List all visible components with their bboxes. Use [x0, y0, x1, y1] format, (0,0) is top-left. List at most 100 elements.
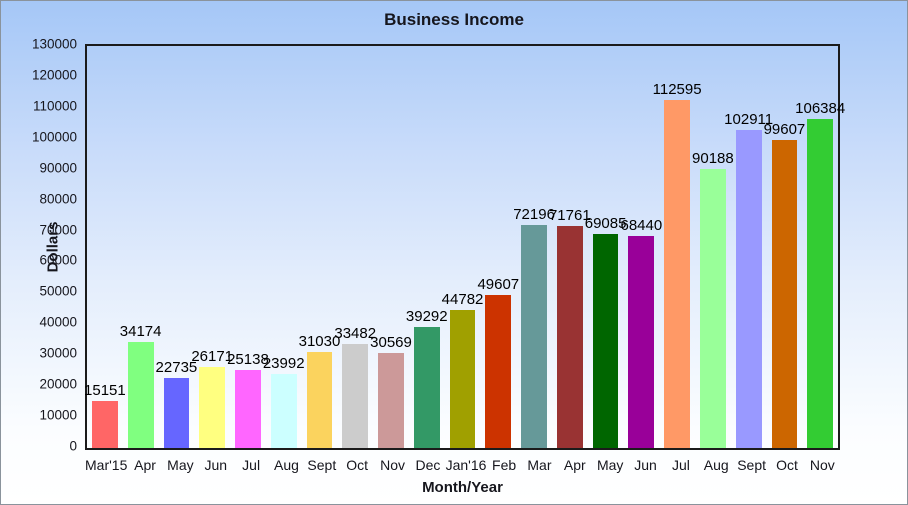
y-tick-label: 100000	[31, 129, 77, 145]
bar-value-label: 23992	[262, 354, 305, 372]
bar-value-label: 15151	[84, 382, 126, 400]
bar-slot: 26171	[191, 46, 234, 448]
bar-slot: 99607	[764, 46, 805, 448]
bar-slot: 22735	[156, 46, 197, 448]
x-tick-label: Nov	[809, 457, 835, 473]
y-axis-ticks: 0 10000 20000 30000 40000 50000 60000 70000 8000…	[1, 37, 77, 454]
bar-Jun	[199, 367, 226, 448]
bar-slot: 69085	[584, 46, 627, 448]
bar-May	[163, 377, 190, 448]
x-tick-label: Apr	[134, 457, 156, 473]
x-tick-label: Sept	[737, 457, 767, 473]
x-tick-label: Nov	[380, 457, 405, 473]
x-tick-label: Jan'16	[445, 457, 487, 473]
bar-slot: 102911	[724, 46, 773, 448]
bar-value-label: 71761	[548, 207, 591, 225]
bar-May	[592, 234, 619, 448]
x-tick-label: Jul	[242, 457, 261, 473]
y-tick-label: 80000	[39, 191, 77, 207]
bar-Sept	[306, 352, 333, 448]
bar-Nov	[807, 119, 834, 448]
x-tick-label: Feb	[492, 457, 517, 473]
x-tick-label: Dec	[415, 457, 441, 473]
bar-slot: 31030	[298, 46, 341, 448]
bar-slot: 33482	[334, 46, 377, 448]
bar-value-label: 26171	[191, 348, 234, 366]
bar-Feb	[485, 294, 512, 448]
bar-slot: 90188	[692, 46, 734, 448]
y-tick-label: 130000	[31, 36, 77, 52]
bar-Aug	[270, 373, 297, 448]
bar-Apr	[127, 342, 154, 448]
bar-value-label: 31030	[298, 333, 341, 351]
bar-Mar'15	[92, 401, 118, 448]
y-tick-label: 60000	[39, 252, 77, 268]
bar-value-label: 33482	[334, 325, 377, 343]
bar-Mar	[521, 224, 547, 448]
x-tick-label: Jun	[634, 457, 657, 473]
y-tick-label: 10000	[39, 407, 77, 423]
bar-value-label: 49607	[477, 275, 520, 293]
y-tick-label: 50000	[39, 283, 77, 299]
bar-slot: 71761	[548, 46, 591, 448]
bar-Aug	[700, 169, 726, 448]
x-tick-label: Mar	[527, 457, 552, 473]
bar-Nov	[378, 353, 404, 448]
y-tick-label: 70000	[39, 222, 77, 238]
bar-slot: 23992	[262, 46, 305, 448]
bar-slot: 44782	[441, 46, 484, 448]
bar-value-label: 69085	[584, 215, 627, 233]
bar-value-label: 112595	[652, 80, 702, 98]
bar-slot: 25138	[227, 46, 269, 448]
bar-Jun	[628, 236, 655, 448]
x-tick-label: Aug	[274, 457, 299, 473]
x-axis-ticks: Mar'15 Apr May Jun Jul Aug Sept Oct Nov Dec Jan'16…	[85, 457, 840, 473]
bar-value-label: 30569	[370, 334, 412, 352]
bar-value-label: 34174	[119, 323, 162, 341]
bar-slot: 39292	[405, 46, 448, 448]
bar-Oct	[342, 344, 369, 448]
bar-Sept	[735, 129, 762, 448]
y-tick-label: 120000	[31, 67, 77, 83]
y-tick-label: 0	[69, 438, 77, 454]
bar-value-label: 102911	[724, 110, 774, 128]
bar-Jul	[664, 99, 690, 448]
x-tick-label: Sept	[307, 457, 337, 473]
x-tick-label: Mar'15	[85, 457, 128, 473]
x-tick-label: Jun	[204, 457, 228, 473]
x-axis-title: Month/Year	[422, 479, 503, 496]
bar-Apr	[556, 226, 583, 448]
bar-slot: 30569	[370, 46, 412, 448]
bar-Dec	[413, 326, 440, 448]
bar-Oct	[771, 140, 798, 448]
bar-value-label: 106384	[795, 100, 846, 118]
x-tick-label: May	[596, 457, 624, 473]
bar-slot: 15151	[84, 46, 126, 448]
x-tick-label: Apr	[563, 457, 586, 473]
chart-title: Business Income	[384, 10, 524, 29]
y-tick-label: 20000	[39, 376, 77, 392]
x-tick-label: Aug	[703, 457, 729, 473]
y-tick-label: 40000	[39, 314, 77, 330]
bar-slot: 112595	[653, 46, 702, 448]
y-tick-label: 30000	[39, 345, 77, 361]
plot-area: 15151 34174 22735 26171 25138 23992 31030 33482…	[84, 44, 845, 450]
x-tick-label: Oct	[346, 457, 369, 473]
bar-slot: 34174	[119, 46, 162, 448]
bar-value-label: 90188	[692, 150, 734, 168]
y-tick-label: 110000	[32, 98, 77, 114]
bar-Jul	[235, 370, 261, 448]
bars-container: 15151 34174 22735 26171 25138 23992 31030 33482…	[84, 46, 845, 448]
bar-slot: 106384	[795, 46, 845, 448]
bar-slot: 49607	[477, 46, 520, 448]
x-tick-label: Oct	[776, 457, 798, 473]
x-tick-label: Jul	[671, 457, 690, 473]
x-tick-label: May	[167, 457, 194, 473]
bar-value-label: 44782	[441, 290, 484, 308]
bar-value-label: 72196	[513, 205, 555, 223]
bar-value-label: 68440	[620, 217, 663, 235]
y-tick-label: 90000	[39, 160, 77, 176]
bar-value-label: 39292	[405, 307, 448, 325]
bar-value-label: 25138	[227, 351, 269, 369]
